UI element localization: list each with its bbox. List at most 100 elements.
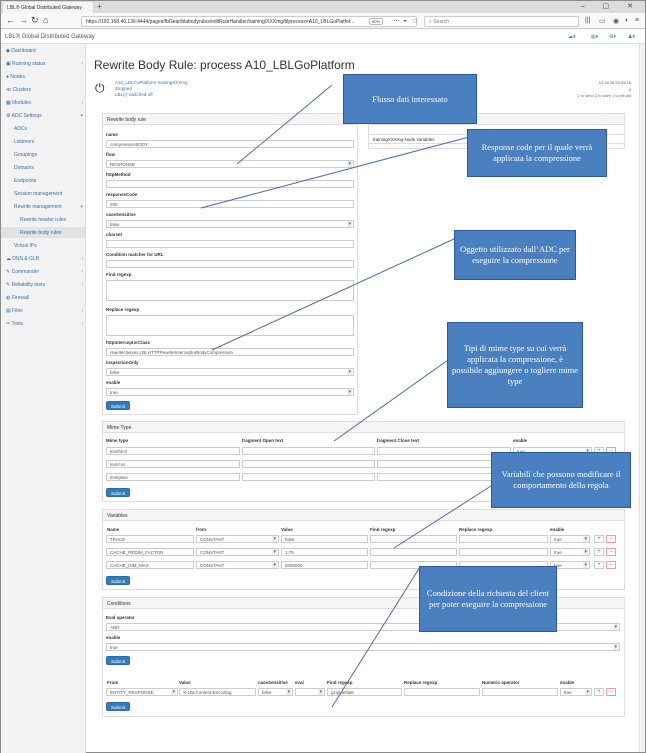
sidebar-item-clusters[interactable]: ≪ Clusters xyxy=(6,87,31,93)
var-name-field[interactable]: CACHE_REDIM_FACTOR xyxy=(106,548,194,556)
sidebar-item-dns-glb[interactable]: ☁ DNS & GLB ‹ xyxy=(6,256,83,262)
flow-select[interactable]: RESPONSE xyxy=(106,160,354,168)
var-replace-field[interactable] xyxy=(459,548,548,556)
cond-enable-select[interactable]: true xyxy=(560,688,592,696)
var-remove-button[interactable]: − xyxy=(606,548,616,556)
home-icon[interactable]: ⌂ xyxy=(43,15,49,25)
conditions-row-submit-button[interactable]: Submit xyxy=(106,702,131,711)
sidebar-item-rewrite-header-rules[interactable]: Rewrite header rules xyxy=(20,217,67,223)
library-icon[interactable]: ||| xyxy=(585,17,591,24)
sidebar-item-firewall[interactable]: ◍ Firewall xyxy=(6,295,29,301)
eval-select[interactable]: AND xyxy=(106,623,620,631)
var-remove-button[interactable]: − xyxy=(606,561,616,569)
case-select[interactable]: false xyxy=(106,220,354,228)
cond-replace-field[interactable] xyxy=(404,688,480,696)
cond-remove-button[interactable]: − xyxy=(606,688,616,696)
interceptor-field[interactable]: rewriteclasses.LBLHTTPRewriteInterceptor… xyxy=(106,348,354,356)
var-add-button[interactable]: + xyxy=(594,561,604,569)
sidebar-item-tools[interactable]: ✂ Tools ‹ xyxy=(6,321,83,327)
cond-case-select[interactable]: false xyxy=(258,688,293,696)
cond-numeric-field[interactable] xyxy=(482,688,558,696)
conditions-submit-button[interactable]: Submit xyxy=(106,656,131,665)
new-tab-icon[interactable]: + xyxy=(97,2,102,11)
inspection-select[interactable]: false xyxy=(106,368,354,376)
cond-from-select[interactable]: ENTITY_RESPONSE xyxy=(106,688,178,696)
var-value-field[interactable]: false xyxy=(281,535,368,543)
power-icon[interactable]: ⏻ xyxy=(95,81,105,95)
sidebar-item-rewrite-body-rules[interactable]: Rewrite body rules xyxy=(1,227,85,238)
sidebar-item-modules[interactable]: ▦ Modules ‹ xyxy=(6,100,83,106)
var-enable-select[interactable]: true xyxy=(550,561,590,569)
star-icon[interactable]: ☆ xyxy=(412,18,419,25)
page-scrollbar[interactable] xyxy=(639,44,645,752)
mime-open-field[interactable] xyxy=(242,473,375,481)
var-name-field[interactable]: TRACE xyxy=(106,535,194,543)
variables-submit-button[interactable]: Submit xyxy=(106,576,131,585)
sidebar-item-session-management[interactable]: Session management xyxy=(14,191,63,197)
window-controls[interactable]: – ▢ ✕ xyxy=(580,3,641,10)
forward-icon[interactable]: → xyxy=(19,15,28,25)
mime-open-field[interactable] xyxy=(242,447,375,455)
sidebar-item-rewrite-management[interactable]: Rewrite management ▾ xyxy=(14,204,83,210)
var-from-select[interactable]: CONSTANT xyxy=(196,548,279,556)
var-enable-select[interactable]: true xyxy=(550,548,590,556)
sidebar-item-groupings[interactable]: Groupings xyxy=(14,152,38,158)
mime-close-field[interactable] xyxy=(377,447,511,455)
extension-icon[interactable]: ◐ xyxy=(625,17,630,24)
pocket-icon[interactable]: ◒ xyxy=(403,17,408,24)
var-name-field[interactable]: CACHE_DIM_MAX xyxy=(106,561,194,569)
cloud-icon[interactable]: ☁▾ xyxy=(568,34,576,40)
var-replace-field[interactable] xyxy=(459,535,548,543)
addon-icon[interactable]: ◉ xyxy=(613,18,620,25)
sidebar-item-nodes[interactable]: ● Nodes xyxy=(6,74,25,80)
var-find-field[interactable] xyxy=(370,548,457,556)
var-remove-button[interactable]: − xyxy=(606,535,616,543)
sidebar-icon[interactable]: ▭ xyxy=(599,18,606,25)
reload-icon[interactable]: ↻ xyxy=(31,15,39,25)
zoom-indicator[interactable]: 90% xyxy=(369,18,383,25)
replace-textarea[interactable] xyxy=(106,315,354,336)
mime-submit-button[interactable]: Submit xyxy=(106,488,131,497)
var-add-button[interactable]: + xyxy=(594,535,604,543)
var-find-field[interactable] xyxy=(370,561,457,569)
var-value-field[interactable]: 2000000 xyxy=(281,561,368,569)
method-field[interactable] xyxy=(106,180,354,188)
back-icon[interactable]: ← xyxy=(6,15,15,25)
sidebar-item-dashboard[interactable]: ◆ Dashboard xyxy=(6,48,36,54)
rule-submit-button[interactable]: Submit xyxy=(106,401,131,410)
settings-icon[interactable]: ⚙▾ xyxy=(609,34,616,40)
var-add-button[interactable]: + xyxy=(594,548,604,556)
server-icon[interactable]: ▤▾ xyxy=(591,34,599,40)
sidebar-item-reliability-tests[interactable]: ✎ Reliability tests ‹ xyxy=(6,282,83,288)
sidebar-item-domains[interactable]: Domains xyxy=(14,165,34,171)
cond-add-button[interactable]: + xyxy=(594,688,604,696)
url-bar[interactable]: https://192.168.46.136:4444/pages/fbGear… xyxy=(81,16,417,27)
search-input[interactable]: ⌕ Search xyxy=(424,16,579,27)
var-from-select[interactable]: CONSTANT xyxy=(196,561,279,569)
user-icon[interactable]: ♟▾ xyxy=(628,34,635,40)
name-field[interactable]: compressionBODY xyxy=(106,140,354,148)
sidebar-item-adcs[interactable]: ADCs xyxy=(14,126,28,132)
sidebar-item-endpoints[interactable]: Endpoints xyxy=(14,178,37,184)
var-from-select[interactable]: CONSTANT xyxy=(196,535,279,543)
find-textarea[interactable] xyxy=(106,280,354,301)
node-name-link[interactable]: A10_LBLGoPlatform trainingXXXmg xyxy=(115,80,188,85)
sidebar-item-files[interactable]: ▤ Files ‹ xyxy=(6,308,83,314)
mime-open-field[interactable] xyxy=(242,460,375,468)
mime-type-field[interactable]: text/css xyxy=(106,460,240,468)
charset-field[interactable] xyxy=(106,240,354,248)
app-brand[interactable]: LBL® Global Distributed Gateway xyxy=(5,34,95,40)
menu-icon[interactable]: ≡ xyxy=(635,17,640,24)
var-value-field[interactable]: 1.75 xyxy=(281,548,368,556)
cond-enable-select[interactable]: true xyxy=(106,643,620,651)
sidebar-item-listeners[interactable]: Listeners xyxy=(14,139,35,145)
sidebar-item-running-status[interactable]: ▣ Running status ‹ xyxy=(6,61,83,67)
cond-eval-select[interactable] xyxy=(295,688,325,696)
mime-type-field[interactable]: text/plain xyxy=(106,473,240,481)
condition-field[interactable] xyxy=(106,260,354,268)
node-actions[interactable]: 1 to send 2 to save 1 to reload xyxy=(577,93,631,98)
sidebar-item-virtual-ips[interactable]: Virtual IPs xyxy=(14,243,37,249)
browser-tab[interactable]: LBL® Global Distributed Gateway xyxy=(3,2,93,13)
cond-find-field[interactable]: gzip|deflate xyxy=(327,688,402,696)
sidebar-item-adc-settings[interactable]: ⚙ ADC Settings ▾ xyxy=(6,113,83,119)
